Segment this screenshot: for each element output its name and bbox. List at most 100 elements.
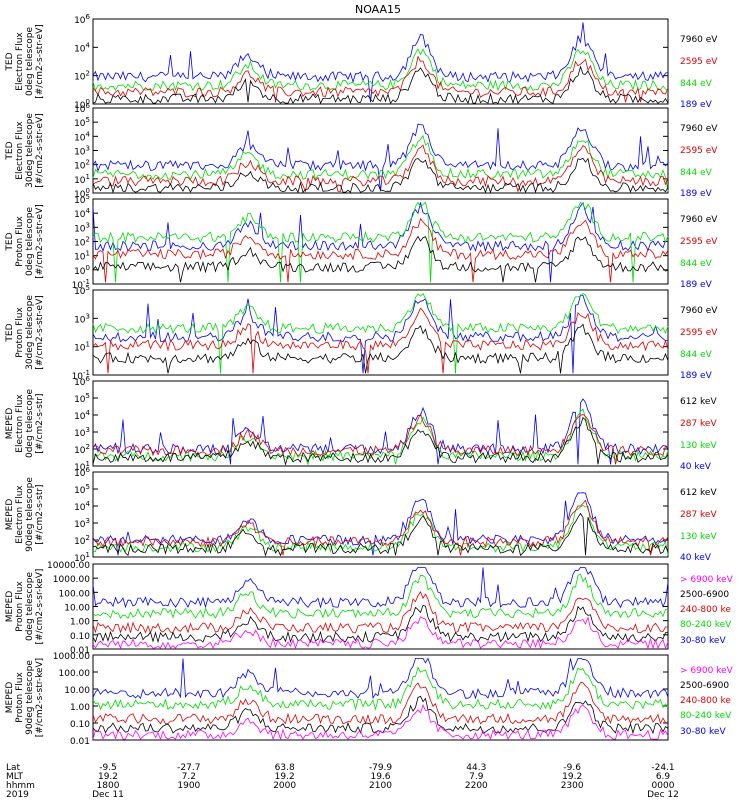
legend-entry: > 6900 keV: [680, 666, 734, 676]
x-tick-label: -79.9: [369, 763, 393, 773]
legend-entry: 189 eV: [680, 189, 713, 199]
x-axis-row-label: hhmm: [6, 781, 35, 791]
legend-entry: 844 eV: [680, 168, 713, 178]
x-tick-label: 7.2: [182, 772, 196, 782]
legend-entry: 189 eV: [680, 371, 713, 381]
series-trace: [92, 504, 669, 556]
y-tick-exponent: 3: [86, 145, 90, 153]
y-axis-label-line: 0deg telescope: [25, 207, 35, 277]
series-trace: [92, 144, 669, 193]
y-axis-label-line: [#/cm2-s-str-eV]: [35, 113, 45, 188]
y-tick-label: 10.00: [64, 686, 90, 696]
series-trace: [92, 591, 669, 634]
y-tick-label: 104: [74, 409, 90, 422]
series-trace: [92, 201, 669, 283]
y-tick-label: 100: [74, 264, 90, 277]
y-tick-exponent: 5: [86, 284, 90, 292]
legend-entry: 844 eV: [680, 350, 713, 360]
x-tick-label: 7.9: [469, 772, 484, 782]
y-tick-exponent: 6: [86, 375, 91, 383]
y-tick-label: 1000.00: [53, 652, 90, 662]
panel-frame: [92, 198, 669, 285]
y-tick-label: 102: [74, 159, 90, 172]
y-tick-exponent: 3: [86, 221, 90, 229]
series-trace: [92, 292, 669, 374]
x-tick-label: 2000: [273, 781, 296, 791]
x-tick-label: 2200: [465, 781, 488, 791]
x-tick-label: 6.9: [656, 772, 671, 782]
y-tick-label: 1.00: [70, 703, 90, 713]
figure-title: NOAA15: [355, 3, 401, 16]
series-trace: [92, 604, 668, 644]
y-tick-label: 10.00: [64, 604, 90, 614]
y-tick-label: 1000.00: [53, 575, 90, 585]
y-tick-exponent: 6: [86, 102, 91, 110]
panel-8: 0.01 0.10 1.00 10.00 100.00 1000.00 MEPED Proto…: [5, 652, 734, 747]
y-tick-exponent: 0: [86, 264, 90, 272]
y-tick-label: 0.10: [70, 720, 90, 730]
legend-entry: 40 keV: [680, 462, 712, 472]
legend-entry: 612 keV: [680, 488, 717, 498]
y-axis-label-line: [#/cm2-s-str-eV]: [35, 295, 45, 370]
x-tick-label: -24.1: [651, 763, 674, 773]
legend-entry: 287 keV: [680, 419, 717, 429]
x-tick-label: Dec 11: [92, 790, 124, 800]
y-tick-label: 104: [74, 41, 90, 54]
x-tick-label: -9.6: [563, 763, 581, 773]
y-axis-label-line: MEPED: [5, 682, 15, 714]
legend-entry: 80-240 keV: [680, 711, 732, 721]
y-axis-label-line: 0deg telescope: [25, 389, 35, 459]
panel-frame: [92, 654, 669, 741]
y-axis-label-line: Proton Flux: [15, 672, 25, 723]
y-tick-exponent: 1: [86, 250, 90, 258]
y-tick-exponent: -1: [83, 369, 90, 377]
series-trace: [92, 666, 669, 711]
y-tick-exponent: 2: [86, 443, 90, 451]
y-axis-label-line: TED: [5, 141, 15, 160]
y-tick-exponent: 1: [86, 341, 90, 349]
y-tick-exponent: 4: [86, 130, 91, 138]
y-tick-exponent: 5: [86, 392, 90, 400]
x-tick-label: 1900: [177, 781, 200, 791]
y-tick-exponent: 0: [86, 187, 90, 195]
x-axis-row-label: MLT: [6, 772, 24, 782]
y-tick-exponent: 0: [86, 98, 90, 106]
legend-entry: 240-800 ke: [680, 605, 731, 615]
series-trace: [92, 657, 669, 700]
legend-entry: 240-800 ke: [680, 696, 731, 706]
y-tick-label: 102: [74, 443, 90, 456]
series-trace: [92, 573, 669, 620]
y-tick-label: 103: [74, 312, 90, 325]
y-tick-label: 106: [74, 13, 90, 26]
series-trace: [92, 201, 669, 283]
series-trace: [92, 307, 669, 374]
y-tick-label: 104: [74, 207, 90, 220]
y-tick-exponent: 3: [86, 426, 90, 434]
y-axis-label-line: TED: [5, 323, 15, 342]
y-axis-label-line: MEPED: [5, 408, 15, 440]
y-tick-exponent: 3: [86, 517, 90, 525]
x-tick-label: 19.6: [370, 772, 390, 782]
y-tick-exponent: 5: [86, 483, 90, 491]
legend-entry: 2595 eV: [680, 146, 718, 156]
y-tick-exponent: 1: [86, 460, 90, 468]
legend-entry: 80-240 keV: [680, 620, 732, 630]
x-tick-label: -27.7: [177, 763, 200, 773]
y-tick-label: 100.00: [59, 669, 91, 679]
y-axis-label-line: 90deg telescope: [25, 660, 35, 735]
legend-entry: 189 eV: [680, 100, 713, 110]
y-tick-exponent: 2: [86, 236, 90, 244]
legend-entry: > 6900 keV: [680, 575, 734, 585]
y-tick-exponent: -1: [83, 278, 90, 286]
y-axis-label-line: [#/cm2-s-str]: [35, 393, 45, 453]
y-axis-label-line: Proton Flux: [15, 216, 25, 267]
y-axis-label-line: TED: [5, 232, 15, 251]
legend-entry: 2500-6900: [680, 681, 729, 691]
x-tick-label: 19.2: [98, 772, 118, 782]
y-tick-label: 0.10: [70, 632, 90, 642]
